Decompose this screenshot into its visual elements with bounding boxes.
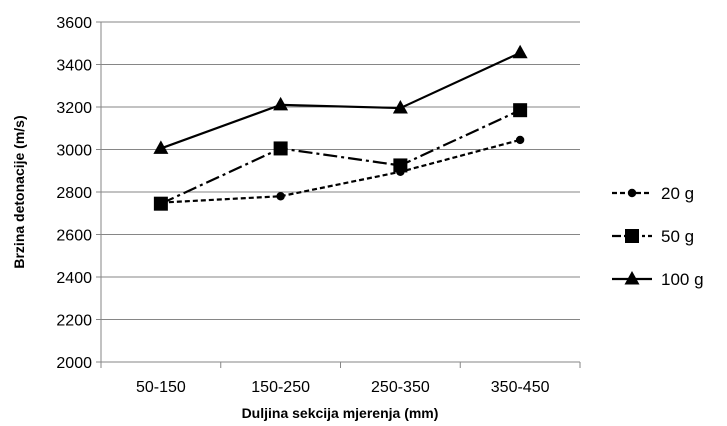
x-tick-label: 350-450	[491, 379, 550, 396]
series	[153, 44, 528, 211]
x-tick-label: 250-350	[371, 379, 430, 396]
y-tick-label: 3400	[56, 58, 92, 75]
y-tick-label: 3600	[56, 15, 92, 32]
gridlines	[101, 21, 580, 320]
y-tick-label: 2800	[56, 185, 92, 202]
series-2	[153, 103, 528, 211]
y-tick-label: 2400	[56, 270, 92, 287]
x-tick-labels: 50-150 150-250 250-350 350-450	[136, 379, 550, 396]
legend-entry: 50 g	[612, 227, 694, 246]
data-point	[153, 196, 168, 211]
y-tick-label: 2600	[56, 228, 92, 245]
data-point	[393, 158, 408, 173]
x-tick-label: 150-250	[251, 379, 310, 396]
data-point	[515, 135, 525, 145]
legend-marker	[625, 229, 639, 243]
data-point	[512, 44, 528, 59]
x-axis-title: Duljina sekcija mjerenja (mm)	[242, 405, 439, 421]
legend-marker	[627, 188, 637, 198]
series-1	[156, 135, 525, 207]
y-tick-label: 3200	[56, 100, 92, 117]
data-point	[392, 100, 408, 114]
data-point	[276, 192, 285, 201]
legend-label: 20 g	[661, 184, 694, 203]
legend-marker	[624, 270, 640, 285]
legend: 20 g 50 g 100 g	[612, 184, 704, 289]
legend-entry: 20 g	[612, 184, 694, 203]
legend-label: 100 g	[661, 270, 704, 289]
series-line	[160, 109, 521, 205]
legend-entry: 100 g	[612, 270, 704, 289]
series-3	[153, 44, 528, 154]
data-point	[273, 141, 288, 156]
data-point	[273, 96, 289, 111]
series-line	[160, 138, 521, 204]
y-tick-label: 3000	[56, 143, 92, 160]
y-tick-labels: 2000 2200 2400 2600 2800 3000 3200 3400 3600	[56, 15, 92, 372]
legend-label: 50 g	[661, 227, 694, 246]
x-tick-label: 50-150	[136, 379, 186, 396]
data-point	[153, 140, 169, 154]
data-point	[513, 103, 528, 118]
y-tick-label: 2200	[56, 313, 92, 330]
y-tick-label: 2000	[56, 355, 92, 372]
axes	[96, 21, 581, 368]
series-line	[160, 51, 521, 150]
y-axis-title: Brzina detonacije (m/s)	[11, 115, 27, 268]
